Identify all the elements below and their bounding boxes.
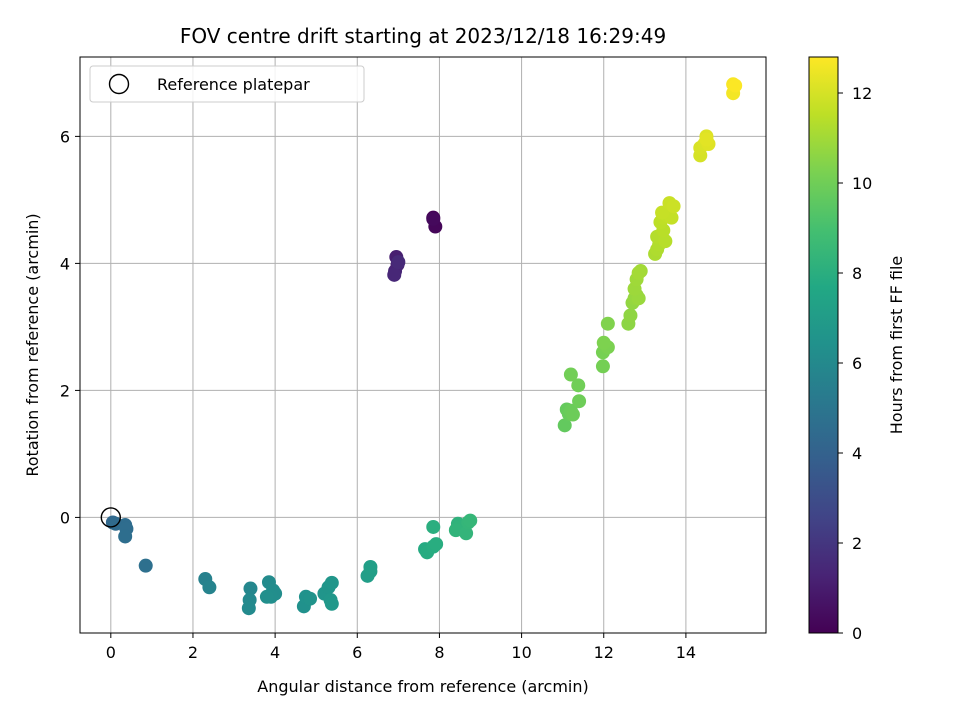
data-point xyxy=(241,601,256,616)
colorbar-tick-label: 6 xyxy=(852,354,862,373)
colorbar-tick-label: 2 xyxy=(852,534,862,553)
colorbar-tick-label: 0 xyxy=(852,624,862,643)
data-point xyxy=(324,596,339,611)
data-point xyxy=(655,205,670,220)
reference-point xyxy=(100,507,122,528)
legend-box xyxy=(89,65,365,103)
x-tick-label: 8 xyxy=(434,643,444,662)
data-point xyxy=(259,589,274,604)
data-point xyxy=(658,234,673,249)
data-point xyxy=(387,267,402,282)
data-point xyxy=(324,575,339,590)
data-point xyxy=(565,407,580,422)
data-point xyxy=(595,359,610,374)
data-point xyxy=(728,78,743,93)
x-axis-ticks: 0 2 4 6 8 10 12 14 xyxy=(106,633,696,662)
data-point xyxy=(426,519,441,534)
colorbar-ticks: 0 2 4 6 8 10 12 xyxy=(838,84,872,643)
scatter-points xyxy=(105,77,743,616)
x-tick-label: 12 xyxy=(594,643,614,662)
data-point xyxy=(572,394,587,409)
x-axis-label: Angular distance from reference (arcmin) xyxy=(257,677,588,696)
colorbar-gradient xyxy=(808,56,839,634)
data-point xyxy=(699,132,714,147)
data-point xyxy=(666,199,681,214)
data-point xyxy=(202,580,217,595)
data-point xyxy=(596,335,611,350)
data-point xyxy=(243,581,258,596)
data-point xyxy=(463,513,478,528)
y-tick-label: 0 xyxy=(60,508,70,527)
x-tick-label: 4 xyxy=(270,643,280,662)
y-tick-label: 2 xyxy=(60,381,70,400)
data-point xyxy=(600,316,615,331)
colorbar-tick-label: 8 xyxy=(852,264,862,283)
data-point xyxy=(571,378,586,393)
data-point xyxy=(303,591,318,606)
y-axis-ticks: 0 2 4 6 xyxy=(60,127,80,527)
colorbar-label: Hours from first FF file xyxy=(887,256,906,435)
data-point xyxy=(563,367,578,382)
data-point xyxy=(118,529,133,544)
data-point xyxy=(631,265,646,280)
colorbar-tick-label: 4 xyxy=(852,444,862,463)
colorbar: 0 2 4 6 8 10 12 Hours from first FF file xyxy=(808,56,906,643)
x-tick-label: 6 xyxy=(352,643,362,662)
legend: Reference platepar xyxy=(89,65,365,103)
colorbar-tick-label: 10 xyxy=(852,174,872,193)
data-point xyxy=(429,537,444,552)
x-tick-label: 0 xyxy=(106,643,116,662)
plot-frame xyxy=(79,56,767,634)
chart-title: FOV centre drift starting at 2023/12/18 … xyxy=(180,24,666,48)
x-tick-label: 14 xyxy=(676,643,696,662)
reference-marker xyxy=(100,507,122,528)
data-point xyxy=(459,526,474,541)
x-tick-label: 2 xyxy=(188,643,198,662)
x-tick-label: 10 xyxy=(511,643,531,662)
grid xyxy=(80,57,766,633)
data-point xyxy=(391,255,406,270)
y-tick-label: 6 xyxy=(60,127,70,146)
data-point xyxy=(557,418,572,433)
legend-marker xyxy=(108,73,130,95)
colorbar-tick-label: 12 xyxy=(852,84,872,103)
legend-entry-label: Reference platepar xyxy=(157,75,310,94)
data-point xyxy=(623,308,638,323)
y-axis-label: Rotation from reference (arcmin) xyxy=(23,213,42,476)
data-point xyxy=(138,558,153,573)
y-tick-label: 4 xyxy=(60,254,70,273)
data-point xyxy=(363,559,378,574)
data-point xyxy=(426,211,441,226)
